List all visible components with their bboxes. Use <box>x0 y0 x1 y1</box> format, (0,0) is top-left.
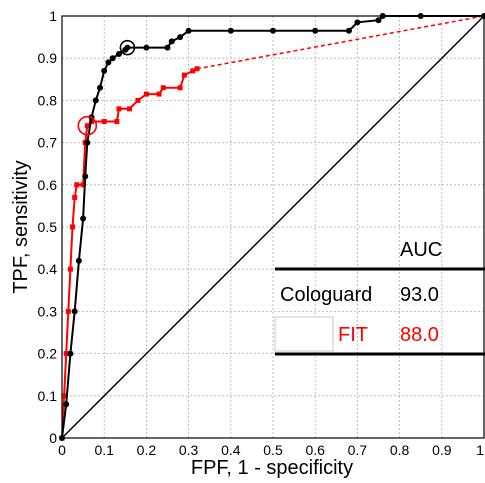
y-axis-label: TPF, sensitivity <box>10 160 32 293</box>
cologuard-point <box>177 34 184 41</box>
x-tick-label: 0.2 <box>137 442 157 458</box>
cologuard-point <box>63 401 70 408</box>
fit-point <box>194 66 200 72</box>
fit-point <box>156 91 162 97</box>
cologuard-point <box>270 27 276 34</box>
chance-diagonal-line <box>61 15 485 439</box>
fit-point <box>67 266 73 272</box>
y-tick-label: 0.2 <box>38 346 58 362</box>
cologuard-point <box>82 173 89 180</box>
fit-point <box>127 106 133 112</box>
cologuard-point <box>354 19 361 26</box>
cologuard-point <box>312 27 319 34</box>
cologuard-point <box>84 139 91 146</box>
x-tick-label: 0.3 <box>179 442 199 458</box>
fit-curve <box>61 67 198 439</box>
legend-fit-label: FIT <box>338 324 368 346</box>
fit-point <box>72 194 78 200</box>
cologuard-point <box>92 97 99 104</box>
fit-point <box>63 351 69 357</box>
plot-frame <box>61 15 485 439</box>
cologuard-point <box>164 44 171 51</box>
y-tick-label: 0.3 <box>38 303 58 319</box>
cologuard-point <box>80 215 87 222</box>
cologuard-point <box>71 308 78 315</box>
fit-point <box>177 85 183 91</box>
fit-point <box>135 97 141 103</box>
legend: AUC Cologuard 93.0 FIT 88.0 <box>274 239 485 356</box>
cologuard-point <box>227 27 234 34</box>
cologuard-point <box>115 50 122 57</box>
x-tick-label: 1 <box>476 442 484 458</box>
fit-point <box>61 393 67 399</box>
x-tick-label: 0.6 <box>305 442 325 458</box>
fit-point <box>160 85 166 91</box>
cologuard-point <box>168 38 175 45</box>
fit-point <box>65 308 71 314</box>
x-tick-label: 0.7 <box>348 442 368 458</box>
y-tick-label: 0.1 <box>38 388 58 404</box>
fit-point <box>70 224 76 230</box>
cologuard-markers <box>59 13 485 441</box>
cologuard-point <box>345 27 352 34</box>
x-tick-label: 0.4 <box>221 442 241 458</box>
cologuard-point <box>375 17 382 24</box>
cologuard-point <box>67 350 74 357</box>
legend-header: AUC <box>400 239 442 261</box>
y-tick-label: 0 <box>49 430 57 446</box>
cologuard-point <box>75 257 82 264</box>
legend-swatch-box <box>274 316 334 352</box>
cologuard-point <box>96 84 103 91</box>
fit-point <box>190 68 196 74</box>
x-axis-label: FPF, 1 - specificity <box>191 457 353 479</box>
cologuard-point <box>185 27 192 34</box>
y-tick-label: 1 <box>49 8 57 24</box>
x-tick-label: 0.9 <box>432 442 452 458</box>
y-tick-label: 0.9 <box>38 50 58 66</box>
fit-point <box>116 106 122 112</box>
y-tick-label: 0.7 <box>38 135 58 151</box>
fit-extrapolated-line <box>196 15 485 70</box>
cologuard-point <box>101 67 108 74</box>
y-tick-label: 0.8 <box>38 92 58 108</box>
x-tick-label: 0.1 <box>94 442 114 458</box>
cologuard-point <box>124 44 131 51</box>
cologuard-operating-point <box>119 39 136 56</box>
fit-point <box>80 182 86 188</box>
legend-fit-auc: 88.0 <box>400 324 439 346</box>
fit-point <box>84 123 90 129</box>
cologuard-point <box>109 55 116 62</box>
y-tick-label: 0.4 <box>38 261 58 277</box>
cologuard-point <box>143 44 150 51</box>
fit-point <box>101 119 107 124</box>
x-tick-label: 0.8 <box>390 442 410 458</box>
fit-operating-point <box>77 115 98 136</box>
fit-point <box>114 119 120 124</box>
y-tick-label: 0.6 <box>38 177 58 193</box>
fit-point <box>143 91 149 97</box>
fit-point <box>74 182 80 188</box>
x-tick-label: 0.5 <box>263 442 283 458</box>
tick-labels: 0 0.1 0.2 0.3 0.4 0.5 0.6 0.7 0.8 0.9 1 0 0.1 0.2 0.3 0… <box>38 8 485 458</box>
x-tick-label: 0 <box>58 442 66 458</box>
fit-point <box>181 72 187 78</box>
legend-cologuard-auc: 93.0 <box>400 284 439 306</box>
y-tick-label: 0.5 <box>38 219 58 235</box>
cologuard-point <box>105 59 112 66</box>
legend-cologuard-label: Cologuard <box>280 284 372 306</box>
